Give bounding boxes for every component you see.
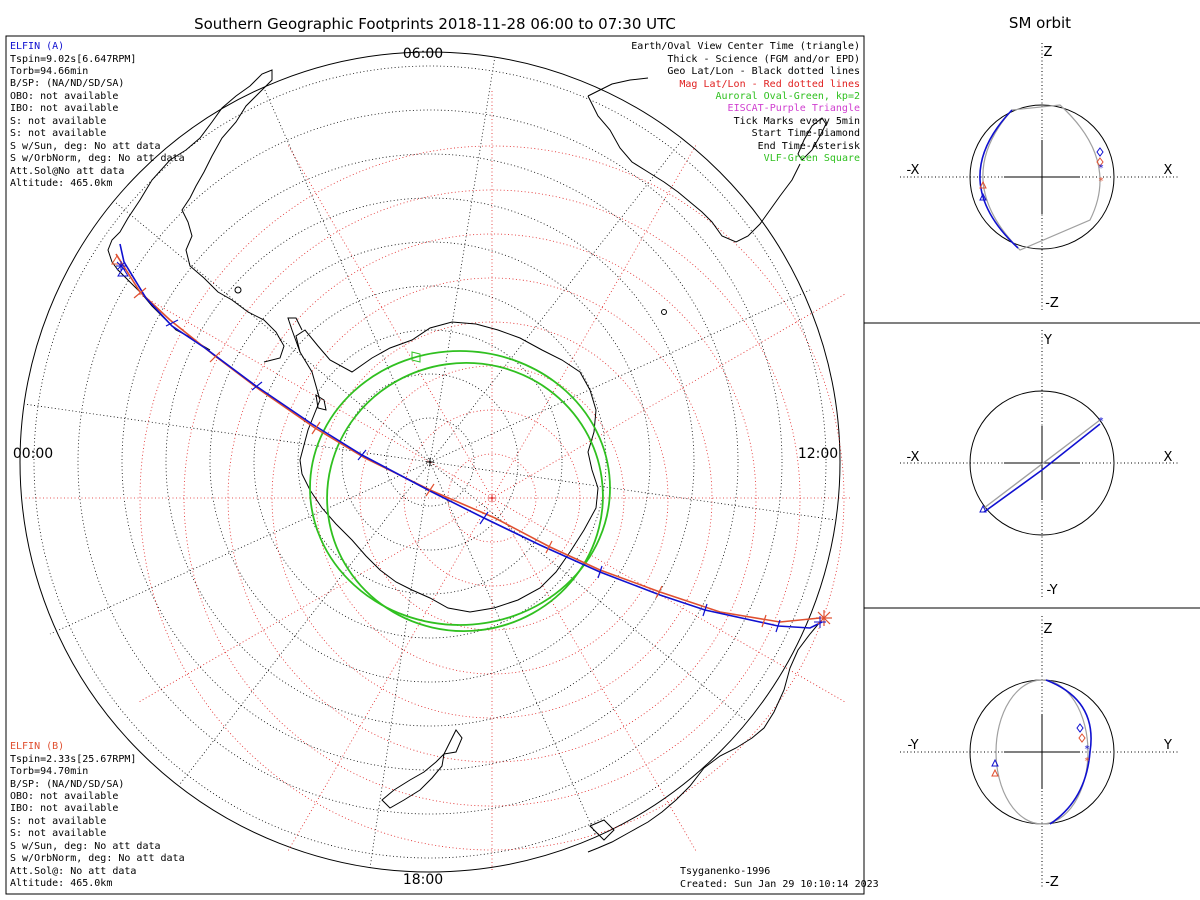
map-frame xyxy=(5,35,865,895)
earth-circle xyxy=(969,390,1115,536)
elfin-a-line: Torb=94.66min xyxy=(10,66,88,77)
australia-coast xyxy=(587,621,821,853)
created-label: Created: Sun Jan 29 10:10:14 2023 xyxy=(680,879,879,890)
sm-orbit-title: SM orbit xyxy=(1009,14,1071,32)
sm-panel-xy: * Y -Y -X X xyxy=(900,330,1180,598)
sm-panel-xz: * * Z -Z -X X xyxy=(900,43,1180,312)
mag-pole-marker xyxy=(488,494,496,502)
elfin-b-line: S: not available xyxy=(10,816,106,827)
elfin-a-line: B/SP: (NA/ND/SD/SA) xyxy=(10,78,124,89)
legend-entry: Geo Lat/Lon - Black dotted lines xyxy=(667,66,860,77)
svg-text:*: * xyxy=(1098,416,1104,427)
page-title: Southern Geographic Footprints 2018-11-2… xyxy=(194,15,676,33)
legend-entry: Thick - Science (FGM and/or EPD) xyxy=(667,54,860,65)
elfin-b-line: B/SP: (NA/ND/SD/SA) xyxy=(10,779,124,790)
antarctica-coast xyxy=(295,321,599,613)
elfin-a-info: ELFIN (A) Tspin=9.02s[6.647RPM] Torb=94.… xyxy=(10,41,185,189)
elfin-b-track xyxy=(115,253,821,623)
axis-label-top: Z xyxy=(1044,45,1053,60)
elfin-b-line: Att.Sol@: No att data xyxy=(10,866,136,877)
elfin-b-name: ELFIN (B) xyxy=(10,741,64,752)
legend-entry: Earth/Oval View Center Time (triangle) xyxy=(631,41,860,52)
elfin-a-ticks xyxy=(165,319,781,633)
hour-label-12: 12:00 xyxy=(798,446,838,462)
elfin-a-line: Tspin=9.02s[6.647RPM] xyxy=(10,54,136,65)
elfin-b-line: Torb=94.70min xyxy=(10,766,88,777)
elfin-a-track xyxy=(119,243,823,629)
elfin-b-line: Altitude: 465.0km xyxy=(10,878,112,889)
axis-label-left: -Y xyxy=(907,738,918,753)
geo-lon-grid xyxy=(23,55,837,869)
coastlines xyxy=(107,69,827,853)
geo-lat-grid xyxy=(33,65,827,859)
earth-circle xyxy=(969,104,1115,250)
axis-label-bottom: -Z xyxy=(1045,875,1059,890)
legend-entry: Tick Marks every 5min xyxy=(734,116,860,127)
polar-map: 06:00 00:00 12:00 18:00 xyxy=(13,46,850,888)
elfin-b-view-triangle xyxy=(111,255,123,265)
model-label: Tsyganenko-1996 xyxy=(680,866,770,877)
axis-label-right: Y xyxy=(1163,738,1172,753)
elfin-a-line: Altitude: 465.0km xyxy=(10,178,112,189)
hour-label-00: 00:00 xyxy=(13,446,53,462)
map-boundary-circle xyxy=(19,51,841,873)
legend: Earth/Oval View Center Time (triangle) T… xyxy=(631,41,860,164)
elfin-b-line: S w/OrbNorm, deg: No att data xyxy=(10,853,185,864)
elfin-a-line: S w/Sun, deg: No att data xyxy=(10,141,161,152)
auroral-oval xyxy=(309,350,611,632)
elfin-a-line: S w/OrbNorm, deg: No att data xyxy=(10,153,185,164)
elfin-b-ticks xyxy=(133,287,767,628)
geo-pole-marker xyxy=(426,458,434,466)
elfin-b-info: ELFIN (B) Tspin=2.33s[25.67RPM] Torb=94.… xyxy=(10,741,185,889)
legend-entry: VLF-Green Square xyxy=(764,153,860,164)
elfin-a-end-asterisk xyxy=(814,616,826,628)
elfin-b-end-asterisk xyxy=(816,610,832,626)
svg-text:*: * xyxy=(1098,163,1104,174)
elfin-a-line: S: not available xyxy=(10,116,106,127)
elfin-a-line: IBO: not available xyxy=(10,103,118,114)
madagascar-coast xyxy=(797,117,827,161)
elfin-a-name: ELFIN (A) xyxy=(10,41,64,52)
elfin-a-line: S: not available xyxy=(10,128,106,139)
legend-entry: Start Time-Diamond xyxy=(752,128,860,139)
axis-label-top: Z xyxy=(1044,622,1053,637)
sm-panel-yz: * * Z -Z -Y Y xyxy=(900,616,1180,890)
elfin-b-line: S w/Sun, deg: No att data xyxy=(10,841,161,852)
axis-label-bottom: -Z xyxy=(1045,296,1059,311)
elfin-b-line: OBO: not available xyxy=(10,791,118,802)
elfin-b-line: S: not available xyxy=(10,828,106,839)
axis-label-left: -X xyxy=(907,450,920,465)
south-america-coast xyxy=(107,69,285,363)
legend-entry: Mag Lat/Lon - Red dotted lines xyxy=(679,79,860,90)
new-zealand-coast xyxy=(381,729,463,809)
axis-label-top: Y xyxy=(1043,333,1052,348)
axis-label-right: X xyxy=(1164,450,1173,465)
hour-label-06: 06:00 xyxy=(403,46,443,62)
svg-text:*: * xyxy=(1098,176,1104,187)
axis-label-left: -X xyxy=(907,163,920,178)
mag-lon-grid xyxy=(25,90,850,870)
legend-entry: End Time-Asterisk xyxy=(758,141,860,152)
legend-entry: EISCAT-Purple Triangle xyxy=(728,103,860,114)
elfin-b-line: IBO: not available xyxy=(10,803,118,814)
elfin-b-line: Tspin=2.33s[25.67RPM] xyxy=(10,754,136,765)
legend-entry: Auroral Oval-Green, kp=2 xyxy=(716,91,861,102)
elfin-a-view-triangle xyxy=(117,267,129,277)
africa-coast xyxy=(587,77,801,243)
elfin-a-start-asterisk xyxy=(116,261,126,271)
svg-text:*: * xyxy=(1084,744,1090,755)
elfin-a-line: Att.Sol@No att data xyxy=(10,166,124,177)
axis-label-bottom: -Y xyxy=(1046,583,1057,598)
hour-label-18: 18:00 xyxy=(403,872,443,888)
svg-text:*: * xyxy=(1084,756,1090,767)
axis-label-right: X xyxy=(1164,163,1173,178)
elfin-a-line: OBO: not available xyxy=(10,91,118,102)
